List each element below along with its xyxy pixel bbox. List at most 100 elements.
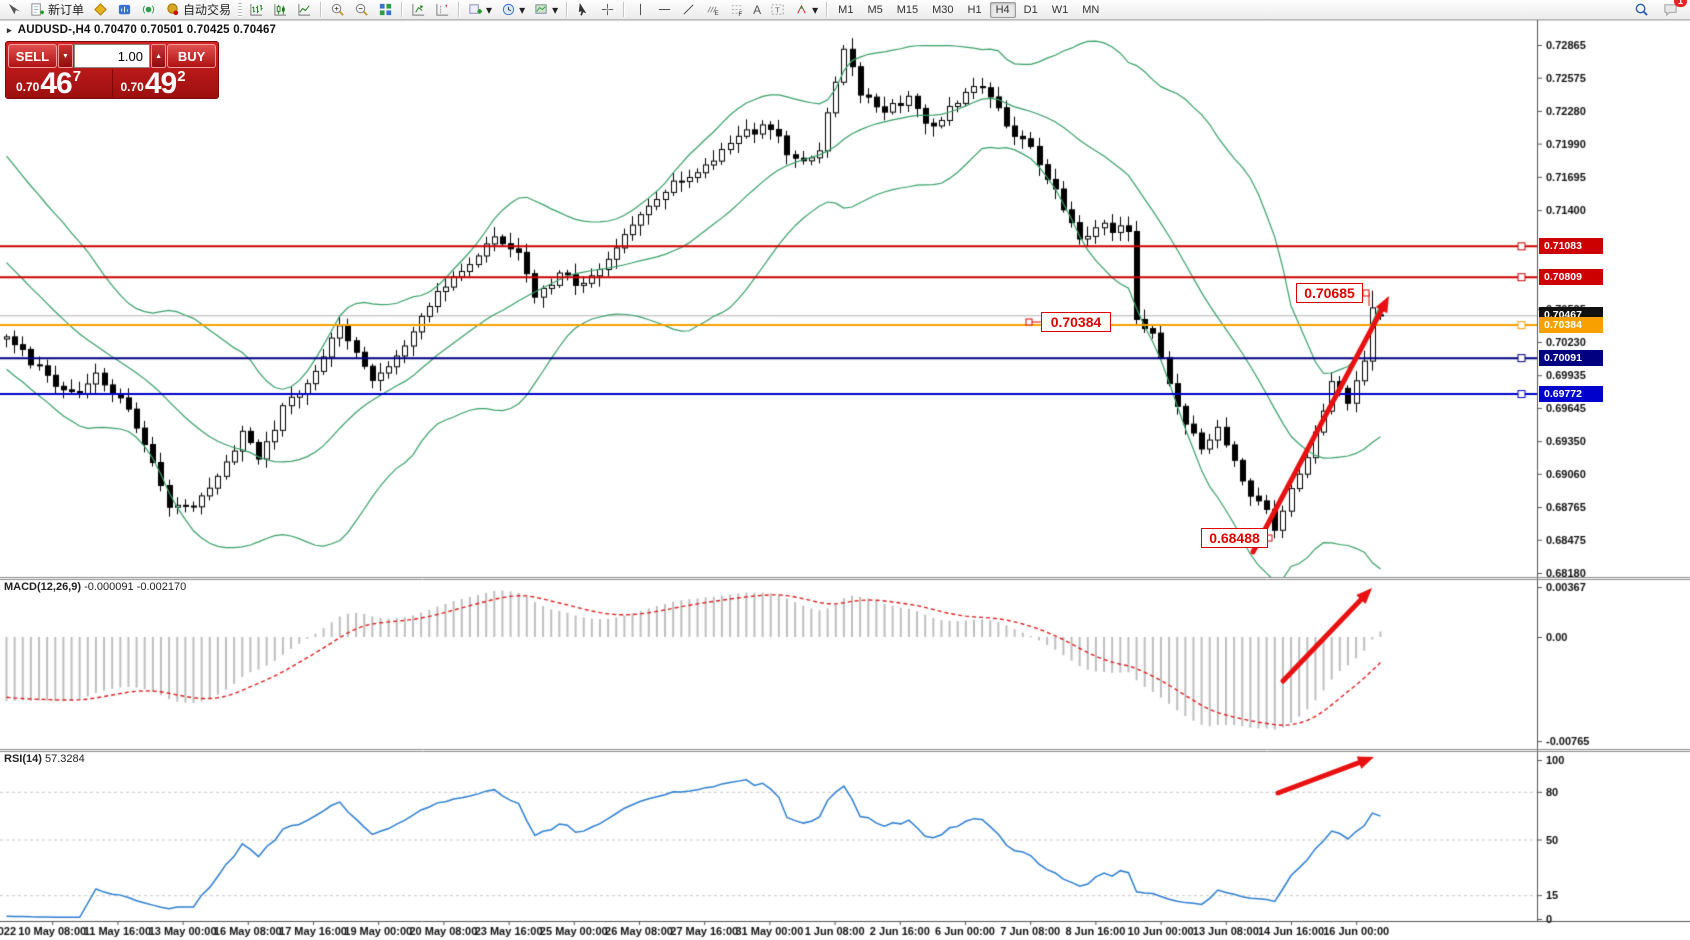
sell-price-big: 46 [40,67,72,100]
buy-button[interactable]: BUY [167,44,216,68]
arrows-tool[interactable]: ▾ [790,0,822,20]
macd-signal-value: -0.002170 [136,581,187,593]
signals-button[interactable] [137,0,160,20]
line-chart-button[interactable] [293,0,316,20]
text-tool[interactable]: A [749,0,765,20]
price-level-tag: 0.70384 [1539,316,1603,333]
volume-decrease-button[interactable]: ▼ [57,44,73,68]
timeframe-button-m15[interactable]: M15 [896,3,919,16]
line-chart-icon [298,3,311,16]
arrows-icon [797,4,806,14]
chat-button[interactable]: 1 [1659,0,1687,20]
price-annotation[interactable]: 0.70685 [1296,283,1363,303]
volume-increase-button[interactable]: ▲ [151,44,167,68]
new-order-button[interactable]: 新订单 [26,0,88,20]
sell-price[interactable]: 0.70 46 7 [8,67,112,100]
search-icon [1635,3,1648,16]
fibonacci-tool[interactable]: F [725,0,748,20]
auto-trading-icon [167,3,179,16]
macd-name: MACD(12,26,9) [4,581,82,593]
signal-icon [142,5,155,14]
diamond-icon [94,3,107,16]
indicator-list-button[interactable] [89,0,112,20]
price-level-tag: 0.69772 [1539,385,1603,402]
macd-label: MACD(12,26,9) -0.000091 -0.002170 [4,581,186,593]
toolbar-separator [320,2,323,17]
timeframe-button-w1[interactable]: W1 [1051,3,1069,16]
market-watch-icon [118,4,131,15]
svg-text:E: E [715,10,720,17]
buy-price-big: 49 [144,67,177,100]
toolbar-separator [566,2,569,17]
add-indicator-button[interactable]: ▾ [464,0,496,20]
high-value: 0.70501 [140,24,184,36]
indicator-window-button[interactable] [407,0,430,20]
trendline-icon [683,4,694,15]
notification-badge: 1 [1674,0,1687,7]
low-value: 0.70425 [186,24,230,36]
volume-input[interactable] [74,44,150,68]
toolbar-separator [623,2,626,17]
price-level-tag: 0.71083 [1539,237,1603,254]
auto-trading-button[interactable]: 自动交易 [161,0,235,20]
timeframe-button-m5[interactable]: M5 [867,3,883,16]
clock-icon [502,3,515,16]
text-tool-icon: A [753,2,762,17]
tile-windows-button[interactable] [374,0,397,20]
cursor-tool-button[interactable] [572,0,595,20]
auto-trading-label: 自动交易 [183,3,232,17]
chart-canvas[interactable] [0,20,1690,940]
market-watch-button[interactable] [113,0,136,20]
timeframe-clock-button[interactable]: ▾ [497,0,529,20]
rsi-name: RSI(14) [4,753,42,765]
tile-windows-icon [379,3,392,16]
zoom-in-button[interactable] [326,0,349,20]
vertical-line-tool[interactable] [629,0,652,20]
bar-chart-button[interactable] [245,0,268,20]
crosshair-tool-button[interactable] [596,0,619,20]
elliott-tool[interactable]: E [701,0,724,20]
timeframe-button-m30[interactable]: M30 [932,3,954,16]
timeframe-button-h4[interactable]: H4 [989,1,1016,18]
timeframe-button-mn[interactable]: MN [1082,3,1100,16]
rsi-label: RSI(14) 57.3284 [4,753,85,765]
new-order-label: 新订单 [48,3,85,17]
trendline-tool[interactable] [677,0,700,20]
buy-price-sup: 2 [177,68,186,85]
sell-button[interactable]: SELL [8,44,57,68]
templates-button[interactable]: ▾ [530,0,562,20]
candle-chart-button[interactable] [269,0,292,20]
toolbar-separator [826,2,829,17]
svg-text:F: F [739,11,743,17]
template-icon [535,4,547,14]
open-value: 0.70470 [94,24,137,36]
one-click-trading-panel: SELL ▼ ▲ BUY 0.70 46 7 0.70 49 2 [5,41,219,99]
period-separators-button[interactable] [431,0,454,20]
zoom-out-button[interactable] [350,0,373,20]
timeframe-button-h1[interactable]: H1 [967,3,982,16]
fibonacci-icon: F [731,5,743,17]
horizontal-line-tool[interactable] [653,0,676,20]
vertical-line-icon [640,3,642,16]
text-label-tool[interactable]: T [766,0,789,20]
indicator-window-icon [412,3,425,16]
timeframe-button-m1[interactable]: M1 [838,3,854,16]
search-button[interactable] [1630,0,1653,20]
add-indicator-icon [469,4,483,14]
bar-chart-icon [250,3,263,16]
price-annotation[interactable]: 0.68488 [1201,528,1268,548]
buy-price-small: 0.70 [120,80,144,94]
toolbar-grip [238,2,243,17]
timeframe-button-d1[interactable]: D1 [1023,3,1038,16]
app-cursor-icon[interactable] [2,0,25,20]
price-annotation[interactable]: 0.70384 [1041,312,1111,332]
sell-price-sup: 7 [72,68,82,85]
buy-price[interactable]: 0.70 49 2 [111,67,217,100]
elliott-icon: E [707,6,720,17]
horizontal-line-icon [659,9,671,10]
ohlc-marker-icon: ▸ [7,25,12,35]
sell-price-small: 0.70 [16,80,40,94]
price-level-tag: 0.70809 [1539,268,1603,285]
macd-main-value: -0.000091 [84,581,134,593]
